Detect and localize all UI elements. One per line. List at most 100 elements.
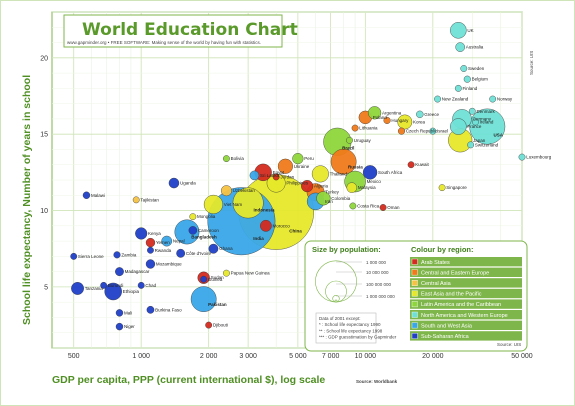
data-point-label: Mongolia	[197, 214, 216, 219]
data-point-label: Ukraine	[294, 164, 310, 169]
data-point-label: South Africa	[378, 170, 403, 175]
data-point	[349, 202, 357, 210]
data-point	[174, 219, 200, 245]
x-tick-label: 500	[68, 353, 80, 360]
region-legend-row	[410, 257, 522, 267]
x-axis-source: Source: Worldbank	[356, 379, 398, 384]
data-point-label: Burundi	[108, 283, 124, 288]
data-point	[161, 235, 173, 247]
data-point	[147, 246, 154, 254]
size-legend: 1 000 000 10 000 000 100 000 000 1 000 000 …	[315, 260, 395, 303]
data-point-label: Bangladesh	[191, 235, 217, 240]
data-point	[469, 108, 506, 145]
region-legend-row	[410, 267, 522, 277]
data-point-label: Burkina Faso	[155, 307, 182, 312]
data-point-label: Tajikistan	[140, 197, 159, 202]
data-point-label: Israel	[437, 129, 448, 134]
data-point	[223, 269, 230, 277]
data-point-label: Norway	[497, 97, 513, 102]
data-point-label: Germany	[473, 116, 492, 121]
data-point-label: Uzbekistan	[233, 188, 256, 193]
data-point	[383, 116, 391, 124]
x-tick-label: 3 000	[239, 353, 257, 360]
data-point-label: Denmark	[476, 109, 495, 114]
data-point-label: Japan	[473, 138, 486, 143]
data-point	[472, 118, 479, 126]
legend: Size by population: Colour by region: 1 …	[304, 240, 528, 352]
data-point	[200, 275, 208, 283]
data-point-label: Sweden	[468, 66, 485, 71]
data-point-label: Uruguay	[354, 138, 372, 143]
data-point-label: Mozambique	[156, 262, 182, 267]
data-point	[468, 107, 476, 115]
data-point-label: Finland	[463, 86, 478, 91]
data-point	[137, 281, 145, 289]
data-point-label: Mali	[124, 310, 132, 315]
size-legend-label: 1 000 000	[366, 260, 387, 265]
x-tick-label: 50 000	[511, 353, 533, 360]
data-point-label: Côte d'Ivoire	[186, 251, 212, 256]
data-point-label: Yemen	[156, 240, 170, 245]
data-point-label: Bolivia	[231, 156, 245, 161]
data-point-label: New Zealand	[442, 97, 469, 102]
data-point-label: Sudan	[211, 275, 225, 280]
data-point	[434, 95, 441, 103]
data-point	[311, 165, 329, 183]
region-legend-label: Arab States	[421, 260, 450, 266]
data-point	[346, 182, 358, 193]
source-right: Source: UIS	[529, 51, 534, 75]
region-legend-row	[410, 331, 522, 341]
data-point-label: Zambia	[121, 252, 137, 257]
data-point-label: Czech Republic	[406, 129, 438, 134]
region-swatch	[411, 290, 418, 297]
data-point-label: USA	[493, 132, 503, 137]
data-point	[189, 213, 197, 221]
data-point	[188, 226, 198, 235]
data-point	[208, 243, 219, 254]
region-swatch	[411, 322, 418, 329]
data-point	[397, 127, 406, 135]
data-point-label: Turkey	[325, 190, 339, 195]
chart-title: World Education Chart	[82, 20, 298, 40]
data-point	[467, 141, 475, 149]
data-point	[407, 161, 415, 169]
data-point-label: Pakistan	[208, 302, 227, 307]
region-legend-label: Sub-Saharan Africa	[421, 334, 470, 340]
data-point	[351, 124, 359, 132]
data-point	[115, 322, 124, 331]
size-legend-label: 100 000 000	[366, 282, 392, 287]
data-point	[220, 185, 232, 197]
data-point	[146, 305, 155, 314]
chart-subtitle: www.gapminder.org • FREE SOFTWARE: Makin…	[67, 40, 261, 45]
axis-ticks: 500 1 000 2 000 3 000 5 000 7 000 10 000 20 000…	[40, 55, 533, 360]
data-point-label: Uganda	[180, 181, 196, 186]
data-point	[104, 282, 122, 301]
data-point-label: Lithuania	[359, 126, 378, 131]
size-legend-circle	[334, 299, 338, 303]
data-point	[450, 22, 467, 39]
data-point	[301, 180, 314, 193]
x-tick-label: 1 000	[132, 353, 150, 360]
region-legend-label: Central Asia	[421, 281, 452, 287]
data-point-label: Kenya	[148, 231, 161, 236]
data-point-label: Chad	[145, 283, 156, 288]
data-point	[272, 173, 280, 181]
data-point-label: Ireland	[480, 119, 494, 124]
data-point	[232, 187, 264, 219]
data-point	[113, 251, 121, 259]
x-axis-title: GDP per capita, PPP (current internation…	[52, 374, 325, 386]
data-point	[71, 282, 84, 295]
data-point-label: Kuwait	[415, 162, 429, 167]
data-point-label: India	[253, 236, 264, 241]
region-swatch	[411, 333, 418, 339]
data-point-label: Ethiopia	[123, 289, 140, 294]
data-point	[168, 177, 180, 189]
data-point-label: Viet Nam	[224, 202, 243, 207]
data-point	[518, 153, 526, 161]
data-point-label: Cameroon	[198, 228, 220, 233]
region-legend-row	[410, 299, 522, 309]
data-point	[397, 114, 413, 130]
y-tick-label: 5	[44, 284, 48, 291]
